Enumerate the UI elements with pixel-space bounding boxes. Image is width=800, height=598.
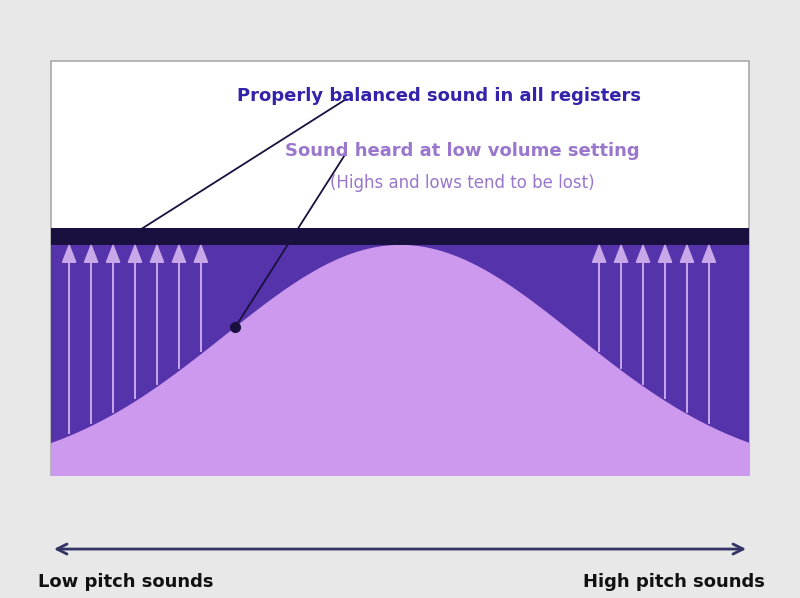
Polygon shape <box>680 245 694 263</box>
Polygon shape <box>194 245 207 263</box>
Polygon shape <box>636 245 650 263</box>
Polygon shape <box>106 245 120 263</box>
Polygon shape <box>702 245 715 263</box>
Text: (Highs and lows tend to be lost): (Highs and lows tend to be lost) <box>330 175 595 193</box>
Polygon shape <box>593 245 606 263</box>
Polygon shape <box>85 245 98 263</box>
Polygon shape <box>128 245 142 263</box>
Polygon shape <box>150 245 164 263</box>
Polygon shape <box>614 245 628 263</box>
FancyBboxPatch shape <box>51 60 749 475</box>
Text: Low pitch sounds: Low pitch sounds <box>38 573 214 591</box>
Polygon shape <box>658 245 672 263</box>
Text: Sound heard at low volume setting: Sound heard at low volume setting <box>286 142 640 160</box>
Bar <box>51 245 749 475</box>
Polygon shape <box>172 245 186 263</box>
Polygon shape <box>62 245 76 263</box>
Bar <box>51 228 749 245</box>
Text: High pitch sounds: High pitch sounds <box>583 573 766 591</box>
Text: Properly balanced sound in all registers: Properly balanced sound in all registers <box>238 87 642 105</box>
